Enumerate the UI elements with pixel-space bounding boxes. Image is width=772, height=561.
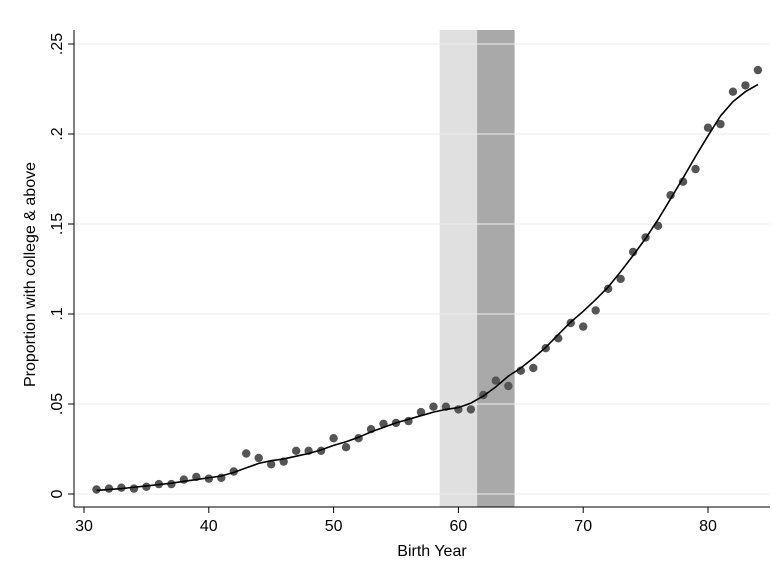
data-point	[291, 446, 301, 455]
y-tick-label: .2	[49, 127, 66, 140]
smoothed-line	[96, 83, 759, 492]
data-point	[603, 284, 613, 293]
data-point	[204, 474, 213, 483]
x-tick-label: 30	[75, 518, 93, 535]
highlight-band	[439, 30, 478, 507]
x-tick-label: 80	[699, 518, 717, 535]
data-point	[242, 449, 251, 458]
data-point	[104, 484, 114, 493]
axes	[73, 30, 770, 508]
data-point	[416, 407, 426, 417]
data-point	[741, 81, 750, 90]
x-tick-label: 50	[325, 518, 343, 535]
y-axis-label: Proportion with college & above	[22, 162, 39, 387]
data-point	[703, 123, 713, 132]
x-tick-label: 70	[574, 518, 592, 535]
data-point	[167, 479, 176, 489]
x-axis-ticks: 30 40 50 60 70 80	[75, 507, 717, 535]
data-point	[666, 191, 675, 200]
y-tick-label: .25	[49, 33, 66, 55]
data-point	[716, 119, 725, 129]
data-point	[117, 483, 126, 492]
data-point	[678, 177, 688, 186]
data-point	[616, 274, 625, 284]
data-point	[591, 306, 600, 315]
data-point	[92, 485, 101, 494]
highlight-band	[477, 30, 515, 507]
fitted-curve	[96, 83, 759, 492]
data-point	[254, 453, 263, 463]
data-point	[466, 405, 476, 414]
x-axis-label: Birth Year	[397, 543, 467, 560]
data-point	[753, 65, 763, 75]
data-point	[329, 434, 338, 443]
y-tick-label: .05	[49, 393, 66, 415]
data-point	[341, 443, 351, 452]
data-point	[579, 322, 588, 331]
data-point	[129, 484, 139, 493]
data-point	[529, 363, 538, 373]
data-point	[628, 247, 638, 257]
x-tick-label: 40	[200, 518, 218, 535]
y-axis-ticks: 0 .05 .1 .15 .2 .25	[49, 33, 74, 498]
data-point	[691, 164, 700, 174]
data-point	[142, 482, 151, 491]
data-point	[429, 402, 438, 411]
gridlines	[74, 43, 770, 495]
data-point	[267, 460, 276, 469]
data-point	[491, 376, 501, 385]
x-tick-label: 60	[450, 518, 468, 535]
y-tick-label: .15	[49, 213, 66, 235]
y-tick-label: .1	[49, 307, 66, 320]
y-tick-label: 0	[49, 489, 66, 498]
data-point	[728, 87, 738, 96]
highlight-bands	[439, 30, 515, 507]
data-point	[504, 381, 513, 391]
